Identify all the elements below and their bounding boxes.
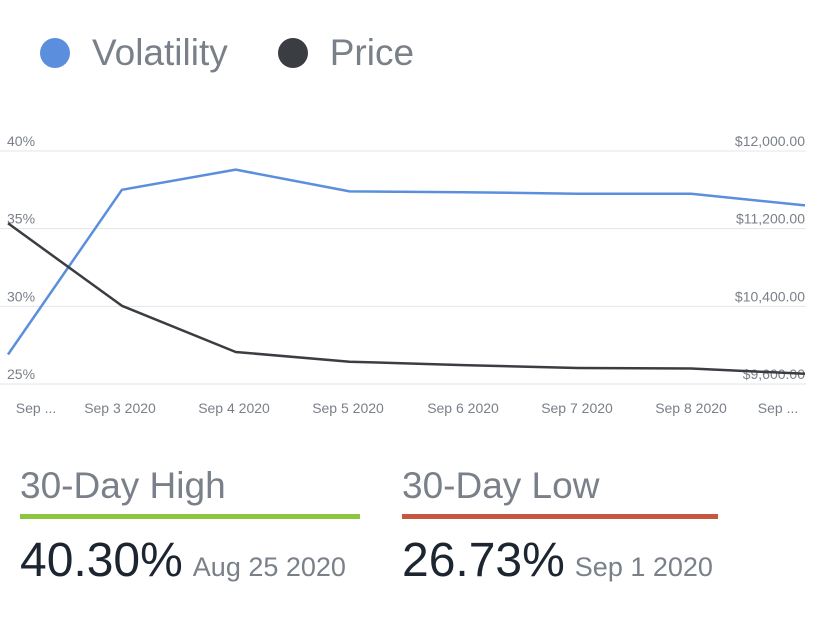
y-right-tick-label: $12,000.00: [735, 133, 805, 149]
stat-high-title: 30-Day High: [20, 465, 226, 506]
stat-high-value: 40.30%: [20, 534, 183, 587]
x-tick-label: Sep 4 2020: [198, 400, 270, 416]
volatility-series-line: [6, 168, 806, 356]
stat-low-value: 26.73%: [402, 534, 565, 587]
price-legend-label: Price: [329, 32, 415, 73]
stat-low-date: Sep 1 2020: [574, 552, 713, 582]
volatility-legend-dot: [40, 38, 70, 68]
stat-low-title: 30-Day Low: [402, 465, 600, 506]
price-legend-dot: [277, 38, 308, 68]
legend-item-price[interactable]: Price: [277, 32, 415, 74]
x-tick-label: Sep 8 2020: [655, 400, 727, 416]
stat-low-bar: [402, 514, 718, 519]
x-tick-label: Sep 7 2020: [541, 400, 613, 416]
x-tick-label: Sep 3 2020: [84, 400, 156, 416]
y-right-tick-label: $10,400.00: [735, 288, 805, 304]
x-tick-label: Sep ...: [16, 400, 56, 416]
stat-high: 30-Day High 40.30% Aug 25 2020: [20, 460, 360, 588]
price-series-line: [7, 222, 806, 376]
y-right-tick-label: $11,200.00: [736, 211, 805, 227]
y-left-tick-label: 25%: [7, 366, 35, 382]
x-tick-label: Sep ...: [758, 400, 798, 416]
stat-high-value-row: 40.30% Aug 25 2020: [20, 533, 360, 588]
legend-item-volatility[interactable]: Volatility: [40, 32, 228, 74]
stat-high-bar: [20, 514, 360, 519]
stat-low: 30-Day Low 26.73% Sep 1 2020: [402, 460, 718, 588]
chart-legend: Volatility Price: [40, 28, 464, 78]
stat-low-value-row: 26.73% Sep 1 2020: [402, 533, 718, 588]
x-tick-label: Sep 6 2020: [427, 400, 499, 416]
y-left-tick-label: 40%: [7, 133, 35, 149]
stats-section: 30-Day High 40.30% Aug 25 2020 30-Day Low…: [0, 460, 834, 640]
volatility-legend-label: Volatility: [92, 32, 228, 73]
y-left-tick-label: 35%: [7, 211, 35, 227]
stat-high-date: Aug 25 2020: [192, 552, 346, 582]
line-chart: 40% 35% 30% 25% $12,000.00 $11,200.00 $10,400.…: [0, 133, 806, 416]
y-right-tick-label: $9,600.00: [743, 366, 805, 382]
x-tick-label: Sep 5 2020: [312, 400, 384, 416]
y-left-tick-label: 30%: [7, 288, 35, 304]
